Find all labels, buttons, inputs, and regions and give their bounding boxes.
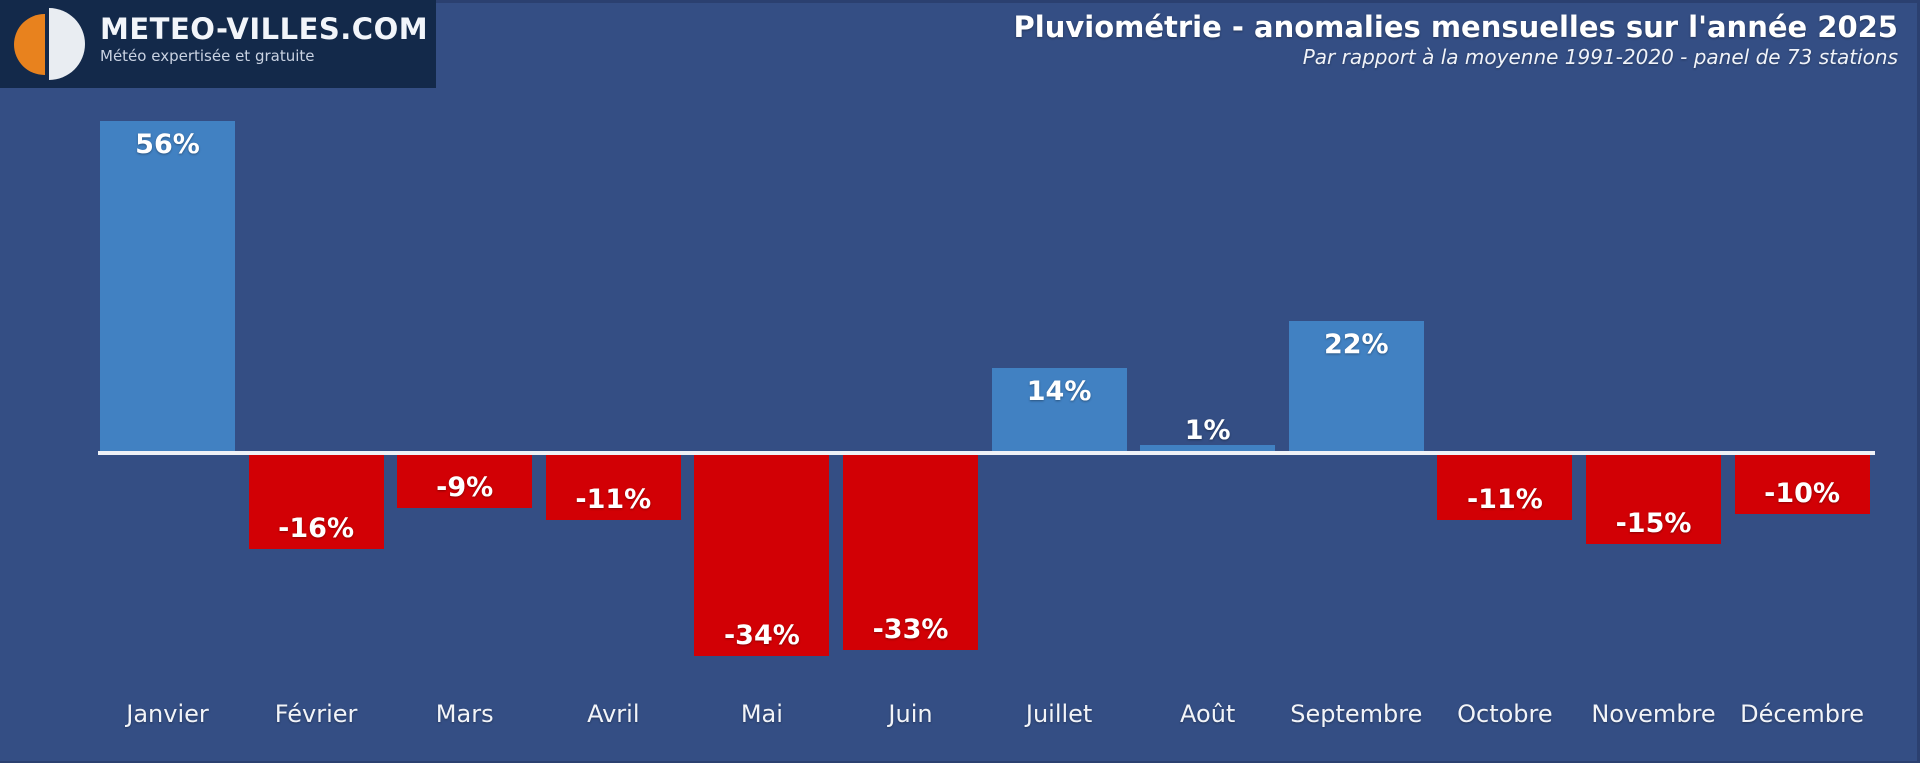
chart-subtitle: Par rapport à la moyenne 1991-2020 - pan… <box>1302 45 1898 69</box>
bar-avril <box>545 455 681 520</box>
month-label-juillet: Juillet <box>1025 700 1093 728</box>
month-label-octobre: Octobre <box>1457 700 1553 728</box>
bar-fevrier <box>248 455 384 550</box>
bar-octobre <box>1437 455 1573 520</box>
bar-value-avril: -11% <box>575 483 652 515</box>
chart-header: Pluviométrie - anomalies mensuelles sur … <box>1014 10 1898 70</box>
bar-janvier <box>100 120 235 451</box>
bar-decembre <box>1734 455 1870 514</box>
meteo-villes-logo-icon <box>12 8 88 80</box>
bar-value-mars: -9% <box>436 472 494 504</box>
bar-value-decembre: -10% <box>1764 478 1841 509</box>
logo-text: METEO-VILLES.COM Météo expertisée et gra… <box>100 12 428 66</box>
logo-title: METEO-VILLES.COM <box>100 12 429 46</box>
month-label-fevrier: Février <box>274 700 358 728</box>
bar-septembre <box>1288 321 1424 451</box>
logo-half-circle-white <box>49 8 85 80</box>
logo-half-circle-orange <box>14 14 45 75</box>
bar-juillet <box>991 368 1127 451</box>
bar-novembre <box>1586 455 1721 544</box>
month-label-decembre: Décembre <box>1740 700 1865 728</box>
month-label-novembre: Novembre <box>1591 700 1716 728</box>
bar-mai <box>694 455 830 656</box>
bar-juin <box>843 455 978 650</box>
month-label-septembre: Septembre <box>1290 700 1423 728</box>
bar-value-janvier: 56% <box>135 128 200 160</box>
chart-title: Pluviométrie - anomalies mensuelles sur … <box>1013 10 1898 44</box>
month-label-janvier: Janvier <box>126 700 209 728</box>
logo: METEO-VILLES.COM Météo expertisée et gra… <box>0 0 436 88</box>
bar-mars <box>397 455 533 509</box>
bar-value-juin: -33% <box>872 613 949 645</box>
zero-baseline <box>98 451 1875 455</box>
bar-value-aout: 1% <box>1184 415 1231 447</box>
month-label-aout: Août <box>1180 700 1236 728</box>
bar-value-octobre: -11% <box>1466 483 1543 515</box>
bar-aout <box>1140 445 1276 451</box>
month-label-mars: Mars <box>435 700 494 728</box>
bar-value-septembre: 22% <box>1323 329 1389 361</box>
month-label-juin: Juin <box>888 700 933 728</box>
month-label-mai: Mai <box>740 700 783 728</box>
bar-value-juillet: 14% <box>1026 376 1092 408</box>
bar-value-fevrier: -16% <box>278 513 355 545</box>
bar-value-mai: -34% <box>723 619 800 651</box>
bar-value-novembre: -15% <box>1615 507 1692 539</box>
month-label-avril: Avril <box>587 700 640 728</box>
logo-tagline: Météo expertisée et gratuite <box>100 47 315 65</box>
